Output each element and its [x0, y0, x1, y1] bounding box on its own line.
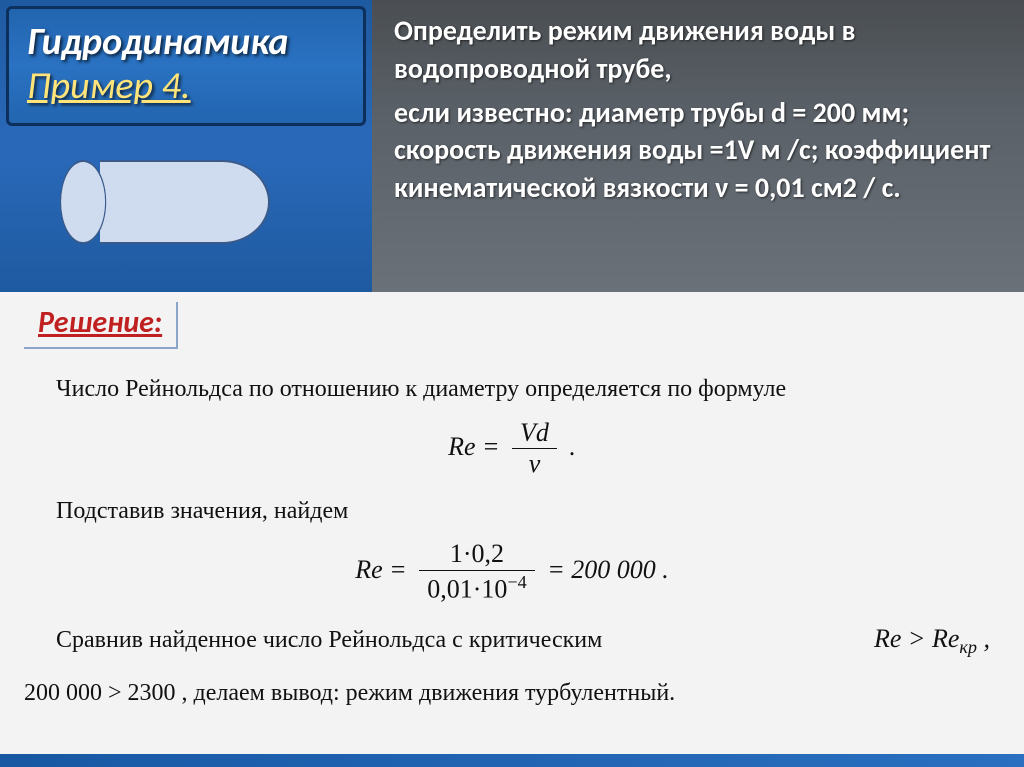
f2-den: 0,01·10−4 [419, 571, 535, 604]
f2-den-base: 0,01·10 [427, 575, 507, 604]
cmp-rhs: Re [932, 624, 959, 653]
problem-line1: Определить режим движения воды в водопро… [394, 12, 996, 88]
cmp-tail: , [984, 624, 991, 653]
solution-p2: Подставив значения, найдем [24, 489, 1000, 535]
solution-p1: Число Рейнольдса по отношению к диаметру… [24, 367, 1000, 413]
formula-reynolds-calc: Re = 1·0,2 0,01·10−4 = 200 000 . [24, 540, 1000, 604]
top-region: Гидродинамика Пример 4. Определить режим… [0, 0, 1024, 292]
f1-tail: . [569, 432, 576, 461]
equals-sign: = [482, 432, 506, 461]
solution-label: Решение: [38, 304, 162, 341]
equals-sign-2: = [389, 555, 413, 584]
solution-p3: Сравнив найденное число Рейнольдса с кри… [24, 614, 1000, 665]
cmp-lhs: Re [874, 624, 901, 653]
reynolds-compare: Re > Reкр , [842, 614, 1000, 665]
solution-label-wrap: Решение: [24, 302, 178, 349]
f1-den: ν [512, 449, 557, 479]
pipe-cross-section [60, 160, 106, 244]
title-main: Гидродинамика [27, 19, 345, 65]
problem-rest: если известно: диаметр трубы d = 200 мм;… [394, 94, 996, 207]
left-column: Гидродинамика Пример 4. [0, 0, 372, 292]
f1-fraction: Vd ν [512, 419, 557, 479]
formula-reynolds-def: Re = Vd ν . [24, 419, 1000, 479]
title-box: Гидродинамика Пример 4. [6, 6, 366, 126]
f2-rhs: = 200 000 . [547, 555, 669, 584]
cmp-rhs-sub: кр [959, 637, 977, 657]
f2-den-sup: −4 [507, 572, 526, 592]
title-sub: Пример 4. [27, 63, 345, 109]
pipe-body [100, 160, 270, 244]
f2-fraction: 1·0,2 0,01·10−4 [419, 540, 535, 604]
problem-statement: Определить режим движения воды в водопро… [372, 0, 1024, 292]
pipe-diagram [60, 160, 270, 244]
cmp-op: > [908, 624, 932, 653]
p3-text: Сравнив найденное число Рейнольдса с кри… [24, 618, 602, 664]
solution-body: Число Рейнольдса по отношению к диаметру… [24, 367, 1000, 717]
solution-panel: Решение: Число Рейнольдса по отношению к… [0, 292, 1024, 754]
f2-lhs: Re [355, 555, 382, 584]
solution-p4: 200 000 > 2300 , делаем вывод: режим дви… [24, 671, 1000, 717]
f2-num: 1·0,2 [419, 540, 535, 571]
f1-lhs: Re [448, 432, 475, 461]
f1-num: Vd [512, 419, 557, 450]
